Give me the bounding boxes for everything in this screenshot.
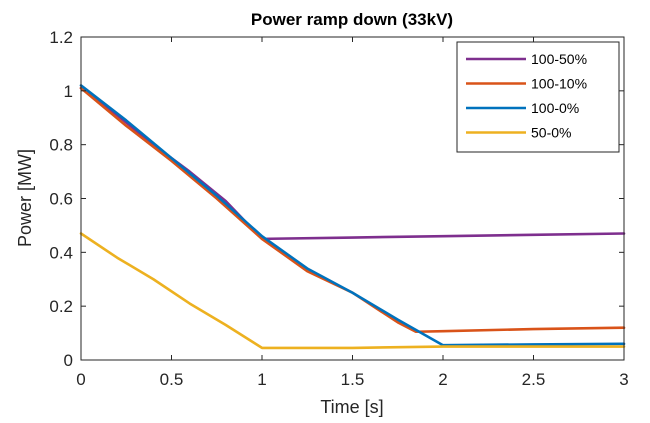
x-tick-label: 3 xyxy=(619,370,628,389)
y-tick-label: 0.4 xyxy=(49,243,73,262)
x-tick-label: 2 xyxy=(438,370,447,389)
legend-label: 100-0% xyxy=(531,100,579,116)
legend-items: 100-50% 100-10% 100-0% 50-0% xyxy=(466,51,587,141)
legend-label: 100-50% xyxy=(531,51,587,67)
x-tick-label: 1 xyxy=(257,370,266,389)
y-tick-label: 0 xyxy=(64,351,73,370)
ticks-layer: 0 0.5 1 1.5 2 2.5 3 0 0.2 0.4 0.6 0.8 1 1.2 xyxy=(49,28,628,389)
y-tick-label: 1 xyxy=(64,82,73,101)
chart-title: Power ramp down (33kV) xyxy=(251,10,453,29)
series-layer xyxy=(79,84,626,350)
series-line-3 xyxy=(79,232,626,350)
legend-label: 50-0% xyxy=(531,125,571,141)
x-axis-label: Time [s] xyxy=(320,397,383,417)
y-tick-label: 1.2 xyxy=(49,28,73,47)
x-tick-label: 0.5 xyxy=(160,370,184,389)
x-tick-label: 0 xyxy=(76,370,85,389)
x-tick-label: 1.5 xyxy=(341,370,365,389)
legend: 100-50% 100-10% 100-0% 50-0% xyxy=(456,41,620,153)
y-tick-label: 0.8 xyxy=(49,136,73,155)
series-line-2 xyxy=(79,84,626,347)
y-tick-label: 0.6 xyxy=(49,190,73,209)
x-tick-label: 2.5 xyxy=(522,370,546,389)
legend-label: 100-10% xyxy=(531,76,587,92)
y-axis-label: Power [MW] xyxy=(15,149,35,247)
y-tick-label: 0.2 xyxy=(49,297,73,316)
